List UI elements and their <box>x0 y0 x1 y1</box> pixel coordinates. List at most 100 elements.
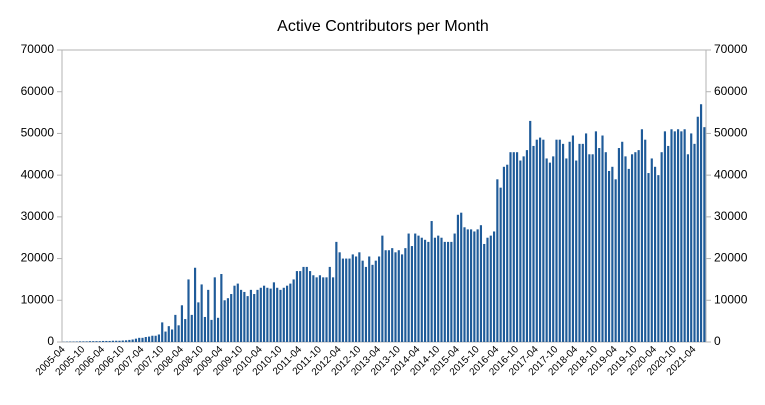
bar <box>496 179 499 342</box>
bar <box>499 187 502 342</box>
bar <box>460 212 463 342</box>
bar <box>621 141 624 342</box>
bar <box>174 314 177 342</box>
bar <box>285 285 289 342</box>
bar <box>673 131 676 342</box>
y-tick-label: 40000 <box>21 167 55 181</box>
bar <box>266 287 269 342</box>
bar <box>213 277 216 342</box>
bar <box>220 274 223 342</box>
bar <box>650 158 653 342</box>
bar <box>515 152 519 342</box>
bar <box>180 305 184 342</box>
bar <box>272 282 276 342</box>
y2-tick-label: 10000 <box>714 292 748 306</box>
bar <box>358 252 361 342</box>
bar <box>364 266 368 342</box>
y2-tick-label: 50000 <box>714 126 748 140</box>
bar <box>529 120 532 343</box>
bar <box>492 231 496 342</box>
bar <box>164 331 167 342</box>
bar <box>111 340 115 342</box>
bar <box>463 227 466 342</box>
bar <box>453 233 456 342</box>
bar <box>259 287 262 342</box>
y2-tick-label: 30000 <box>714 209 748 223</box>
bar <box>407 233 410 342</box>
bar <box>381 235 384 342</box>
bar <box>506 164 509 342</box>
y2-tick-label: 60000 <box>714 84 748 98</box>
bar <box>548 162 552 342</box>
bar <box>262 285 266 342</box>
bar <box>571 135 575 342</box>
bar <box>680 131 683 342</box>
bar <box>647 173 650 342</box>
bar <box>542 139 545 342</box>
bar <box>88 341 92 342</box>
bar <box>598 148 601 342</box>
bar <box>627 168 630 342</box>
bar <box>351 254 354 342</box>
chart-title: Active Contributors per Month <box>277 18 489 35</box>
bar <box>131 339 134 342</box>
bar <box>522 156 525 342</box>
bar <box>384 250 387 342</box>
y-tick-label: 20000 <box>21 251 55 265</box>
bar <box>476 229 479 342</box>
bar <box>118 340 121 342</box>
bar <box>101 340 105 342</box>
bar <box>703 127 706 343</box>
bar <box>239 289 243 342</box>
bar <box>124 340 128 342</box>
bar <box>653 166 657 342</box>
bar <box>318 275 322 342</box>
bar <box>210 319 213 342</box>
bar <box>308 271 312 342</box>
bar <box>151 335 154 342</box>
bar <box>561 143 565 342</box>
bar <box>335 241 338 342</box>
bar <box>437 235 440 342</box>
bar <box>92 341 95 342</box>
bar <box>558 139 561 342</box>
bar <box>341 258 345 342</box>
bar <box>568 141 571 342</box>
bar <box>446 241 450 342</box>
bar <box>302 266 305 342</box>
bar <box>624 156 627 342</box>
bar <box>391 248 394 342</box>
bar <box>604 152 607 342</box>
bar <box>216 317 220 342</box>
bar <box>479 225 483 342</box>
bar <box>134 338 138 342</box>
bar <box>249 289 253 342</box>
bar <box>670 129 673 342</box>
bar <box>233 285 236 342</box>
bar <box>167 326 170 342</box>
bar <box>637 150 640 342</box>
bar <box>660 152 663 342</box>
bar <box>377 256 381 342</box>
bar <box>374 260 377 342</box>
bar <box>427 241 430 342</box>
bar <box>144 336 147 342</box>
bar <box>322 277 325 342</box>
bar <box>532 145 535 342</box>
bar <box>105 340 108 342</box>
bar <box>657 175 660 342</box>
bar <box>170 329 174 342</box>
bar <box>315 277 318 342</box>
bar <box>226 298 230 342</box>
bar <box>305 266 308 342</box>
bar <box>617 148 621 342</box>
bar <box>177 325 180 342</box>
y2-tick-label: 20000 <box>714 251 748 265</box>
bar <box>443 241 446 342</box>
bar <box>699 104 703 342</box>
bar <box>420 237 423 342</box>
bar <box>138 337 141 342</box>
bar <box>223 300 226 342</box>
